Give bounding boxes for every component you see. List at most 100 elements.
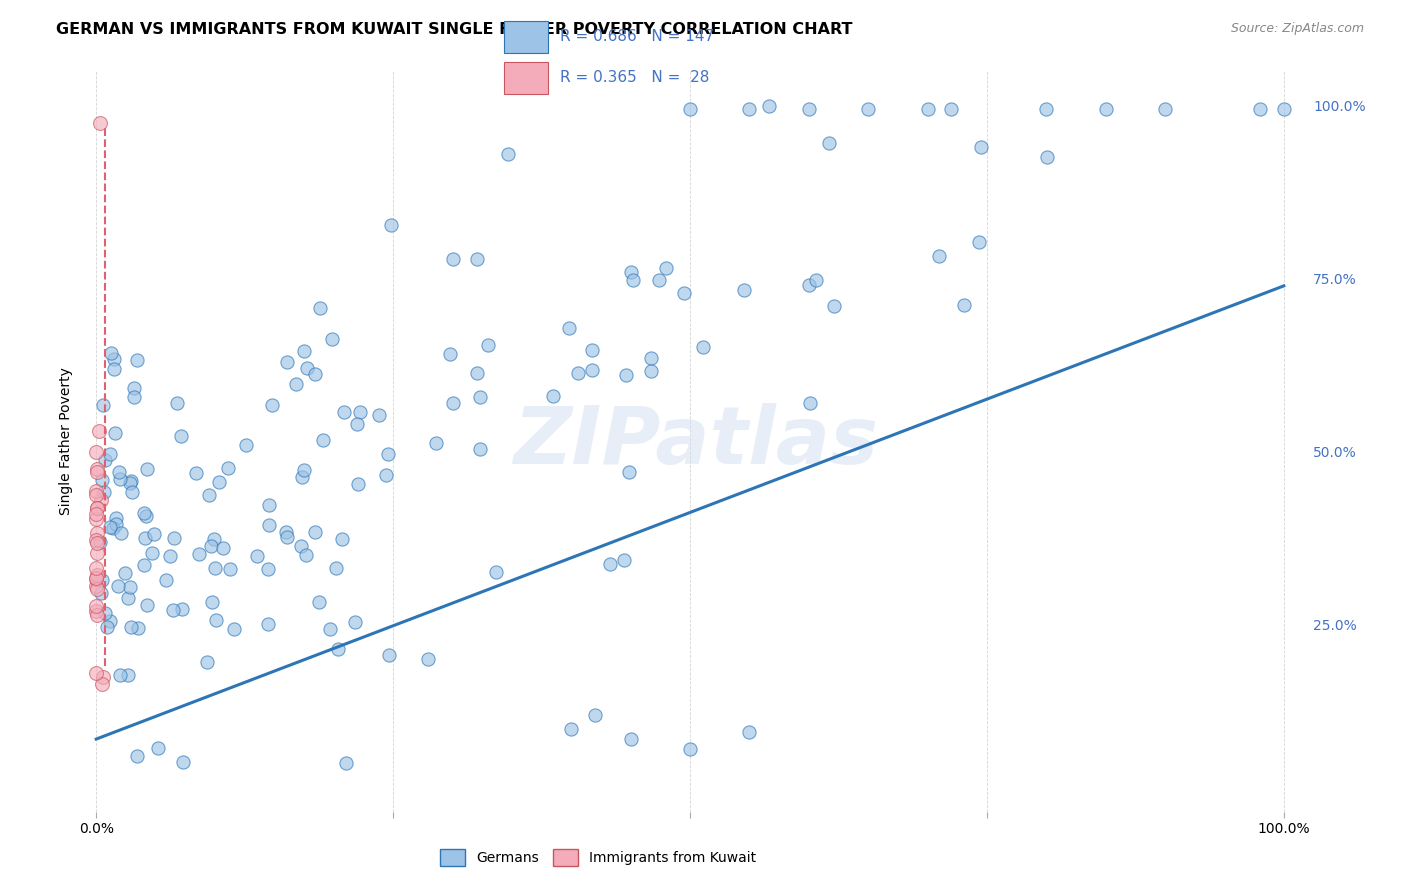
- Point: [91, 473, 114, 487]
- Point: [127, 621, 149, 635]
- Point: [108, 472, 131, 486]
- Point: [86, 465, 108, 479]
- Point: [274, 524, 297, 539]
- Point: [246, 549, 269, 563]
- Point: [259, 498, 281, 512]
- Point: [86, 599, 108, 613]
- Point: [89, 535, 111, 549]
- Point: [335, 756, 357, 771]
- Point: [1249, 103, 1271, 117]
- Point: [219, 562, 242, 576]
- Point: [93, 670, 115, 684]
- Point: [134, 531, 156, 545]
- Point: [276, 355, 298, 369]
- Point: [799, 277, 821, 292]
- Point: [692, 340, 714, 354]
- Point: [380, 219, 402, 233]
- Point: [312, 434, 335, 448]
- Point: [204, 561, 226, 575]
- Point: [295, 549, 318, 563]
- Point: [211, 541, 233, 556]
- Point: [84, 507, 107, 521]
- Point: [141, 546, 163, 560]
- Point: [104, 426, 127, 441]
- Point: [498, 147, 520, 161]
- Point: [200, 539, 222, 553]
- Point: [89, 424, 111, 438]
- Point: [204, 613, 226, 627]
- Point: [970, 140, 993, 154]
- Point: [319, 623, 342, 637]
- Point: [84, 604, 107, 618]
- Point: [84, 579, 107, 593]
- Point: [84, 487, 107, 501]
- Point: [202, 532, 225, 546]
- Point: [560, 722, 582, 736]
- Point: [257, 518, 280, 533]
- Point: [108, 668, 131, 682]
- Point: [134, 506, 156, 520]
- Point: [343, 615, 366, 629]
- Point: [304, 367, 326, 381]
- Point: [166, 396, 188, 410]
- Point: [817, 136, 839, 150]
- Point: [159, 549, 181, 563]
- Point: [1154, 103, 1177, 117]
- Point: [120, 580, 142, 594]
- Point: [640, 364, 662, 378]
- Point: [162, 603, 184, 617]
- Point: [84, 666, 107, 681]
- Point: [100, 447, 122, 461]
- Point: [86, 607, 108, 622]
- Point: [374, 467, 396, 482]
- Point: [103, 362, 125, 376]
- Point: [172, 755, 194, 769]
- Point: [120, 474, 142, 488]
- Point: [672, 286, 695, 301]
- Point: [93, 485, 115, 500]
- Point: [122, 381, 145, 395]
- Point: [333, 404, 356, 418]
- Point: [617, 465, 640, 479]
- Point: [308, 595, 330, 609]
- Point: [328, 642, 350, 657]
- Point: [969, 235, 991, 250]
- Point: [217, 460, 239, 475]
- Point: [567, 366, 589, 380]
- Point: [325, 561, 347, 575]
- Point: [738, 725, 761, 739]
- Point: [346, 417, 368, 432]
- Point: [222, 622, 245, 636]
- Point: [91, 676, 114, 690]
- Point: [276, 530, 298, 544]
- Legend: Germans, Immigrants from Kuwait: Germans, Immigrants from Kuwait: [434, 843, 762, 871]
- Point: [86, 571, 108, 585]
- Point: [96, 620, 118, 634]
- Point: [200, 595, 222, 609]
- Point: [425, 436, 447, 450]
- Point: [135, 508, 157, 523]
- Point: [148, 740, 170, 755]
- Point: [86, 500, 108, 515]
- Point: [804, 272, 827, 286]
- Point: [439, 347, 461, 361]
- Point: [443, 252, 465, 266]
- Point: [465, 366, 488, 380]
- Point: [614, 368, 637, 383]
- Point: [256, 562, 278, 576]
- Point: [86, 568, 108, 582]
- Point: [416, 652, 439, 666]
- Point: [468, 442, 491, 457]
- Point: [101, 521, 124, 535]
- Point: [485, 565, 508, 579]
- Point: [367, 408, 389, 422]
- Point: [105, 517, 128, 532]
- Point: [91, 573, 114, 587]
- Point: [477, 338, 499, 352]
- Point: [110, 526, 132, 541]
- Point: [103, 351, 125, 366]
- Point: [86, 536, 108, 550]
- Point: [84, 483, 107, 498]
- Point: [733, 283, 755, 297]
- Point: [377, 447, 399, 461]
